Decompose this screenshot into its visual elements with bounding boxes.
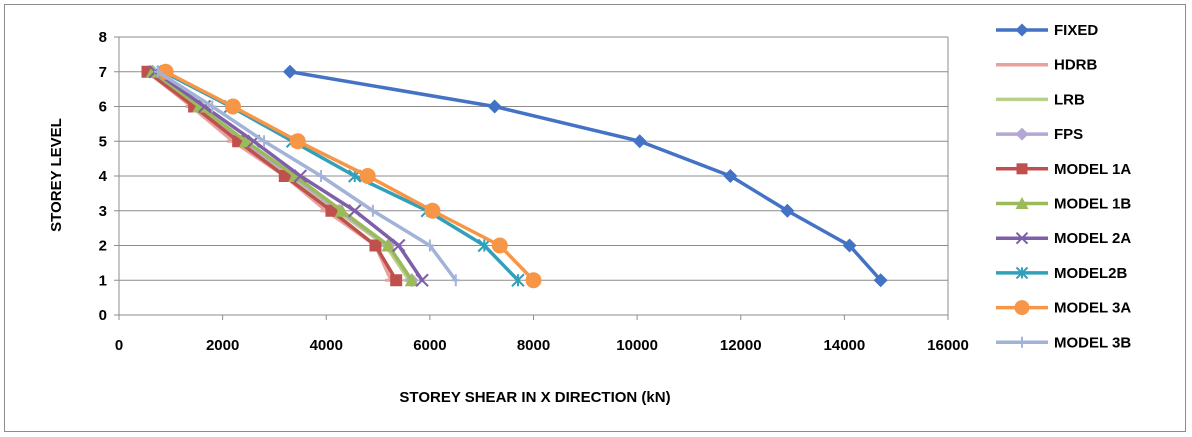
series-model-3b [153,65,460,287]
legend-item: MODEL 3A [996,300,1131,317]
x-tick-label: 12000 [720,337,762,354]
y-tick-label: 2 [99,238,107,255]
data-point [425,239,434,252]
legend-item: MODEL2B [996,265,1128,282]
data-point [224,98,241,115]
y-tick-label: 0 [99,307,107,324]
chart-frame [4,4,1186,432]
data-point [842,238,857,253]
data-point [1015,23,1029,37]
legend-item: MODEL 1B [996,196,1131,213]
data-point [873,273,888,288]
legend-item: MODEL 1A [996,161,1131,178]
data-point [369,239,382,252]
legend-label: HDRB [1054,57,1097,74]
data-point [282,64,297,79]
data-point [392,238,406,253]
axes: 0 1 2 3 4 5 6 7 8 0 2000 4000 6000 8000 10000 12000 1400… [99,29,969,354]
x-tick-label: 16000 [927,337,969,354]
y-tick-label: 6 [99,99,107,116]
x-tick-label: 4000 [310,337,343,354]
x-tick-label: 8000 [517,337,550,354]
legend-label: MODEL2B [1054,265,1128,282]
data-point [359,168,376,184]
x-tick-label: 10000 [616,337,658,354]
data-point [317,170,326,182]
series-fixed [282,64,888,288]
legend-label: MODEL 1A [1054,161,1131,178]
data-point [1016,163,1028,175]
data-point [780,203,795,218]
data-point [415,273,429,287]
legend-label: FIXED [1054,22,1098,39]
data-point [153,65,162,78]
data-point [1014,300,1030,316]
legend-label: LRB [1054,91,1085,108]
legend-item: FPS [996,126,1083,143]
data-point [1015,266,1029,280]
x-tick-label: 2000 [206,337,239,354]
y-tick-label: 3 [99,203,107,220]
data-point [404,273,419,287]
data-point [1015,127,1029,141]
data-point [368,204,377,217]
data-point [381,238,396,252]
x-tick-label: 0 [115,337,123,354]
legend-label: MODEL 3B [1054,334,1131,351]
y-axis-title: STOREY LEVEL [48,118,65,232]
legend-item: MODEL 3B [996,334,1131,351]
data-point [334,203,349,217]
legend-item: MODEL 2A [996,230,1131,247]
legend-label: MODEL 2A [1054,230,1131,247]
legend: FIXED HDRB LRB FPS MODEL 1A MODEL 1B MODEL 2A M… [996,22,1131,351]
data-point [511,273,525,287]
data-point [1016,97,1028,101]
data-point [424,202,441,219]
data-point [208,100,217,113]
data-point [278,170,291,182]
data-point [348,204,362,218]
data-point [293,169,308,183]
legend-label: MODEL 3A [1054,300,1131,317]
data-point [525,272,542,289]
data-point [1018,336,1026,348]
data-point [260,135,269,148]
gridlines [119,36,949,315]
data-point [491,237,508,254]
x-tick-label: 6000 [413,337,446,354]
x-tick-label: 14000 [824,337,866,354]
data-point [390,274,403,287]
data-point [451,274,460,287]
legend-item: HDRB [996,57,1097,74]
data-point [632,134,647,149]
x-axis-title: STOREY SHEAR IN X DIRECTION (kN) [399,389,670,406]
y-tick-label: 5 [99,133,107,150]
y-tick-label: 1 [99,272,107,289]
legend-label: FPS [1054,126,1083,143]
y-tick-label: 7 [99,64,107,81]
y-tick-label: 8 [99,29,107,46]
y-tick-label: 4 [99,168,108,185]
legend-item: LRB [996,91,1085,108]
data-point [289,133,306,150]
data-point [1015,197,1029,209]
series-model-3a [157,63,542,289]
data-point [325,204,338,217]
data-point [487,99,502,114]
data-point [723,169,738,183]
data-point [1015,231,1029,245]
data-point [1016,63,1028,67]
data-point [238,134,253,148]
legend-item: FIXED [996,22,1098,39]
legend-label: MODEL 1B [1054,196,1131,213]
